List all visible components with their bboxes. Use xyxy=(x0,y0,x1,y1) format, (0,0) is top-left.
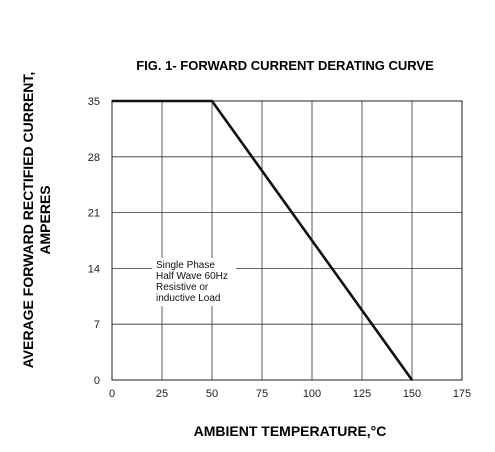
x-tick-label-6: 150 xyxy=(403,388,421,400)
annotation-backdrop xyxy=(152,258,236,306)
chart-title: FIG. 1- FORWARD CURRENT DERATING CURVE xyxy=(136,58,434,73)
x-tick-label-0: 0 xyxy=(109,388,115,400)
y-tick-label-0: 0 xyxy=(94,375,100,387)
derating-point-0-1 xyxy=(211,100,213,102)
y-axis-title-line-1: AVERAGE FORWARD RECTIFIED CURRENT, xyxy=(20,72,36,369)
y-tick-label-1: 7 xyxy=(94,319,100,331)
annotation-box: Single Phase Half Wave 60Hz Resistive or… xyxy=(156,260,228,304)
derating-point-0-2 xyxy=(411,379,413,381)
x-tick-label-2: 50 xyxy=(206,388,218,400)
x-tick-labels: 0 25 50 75 100 125 150 175 xyxy=(109,388,471,400)
y-axis-title-line-2: AMPERES xyxy=(37,185,53,254)
y-tick-label-5: 35 xyxy=(88,96,100,108)
annotation-line-4: inductive Load xyxy=(156,293,221,304)
x-tick-label-4: 100 xyxy=(303,388,321,400)
annotation-line-1: Single Phase xyxy=(156,260,215,271)
y-tick-label-4: 28 xyxy=(88,152,100,164)
series-group xyxy=(111,99,414,381)
y-axis-title: AVERAGE FORWARD RECTIFIED CURRENT, AMPER… xyxy=(20,72,53,369)
annotation-line-3: Resistive or xyxy=(156,282,209,293)
x-tick-label-7: 175 xyxy=(453,388,471,400)
x-tick-label-3: 75 xyxy=(256,388,268,400)
plot-area xyxy=(111,100,463,381)
x-axis-title: AMBIENT TEMPERATURE,°C xyxy=(194,423,387,439)
derating-point-0-0 xyxy=(111,100,113,102)
y-tick-label-3: 21 xyxy=(88,208,100,220)
annotation-line-2: Half Wave 60Hz xyxy=(156,271,228,282)
grid xyxy=(112,101,462,380)
x-tick-label-5: 125 xyxy=(353,388,371,400)
y-tick-labels: 0 7 14 21 28 35 xyxy=(88,96,100,387)
x-tick-label-1: 25 xyxy=(156,388,168,400)
y-tick-label-2: 14 xyxy=(88,263,100,275)
